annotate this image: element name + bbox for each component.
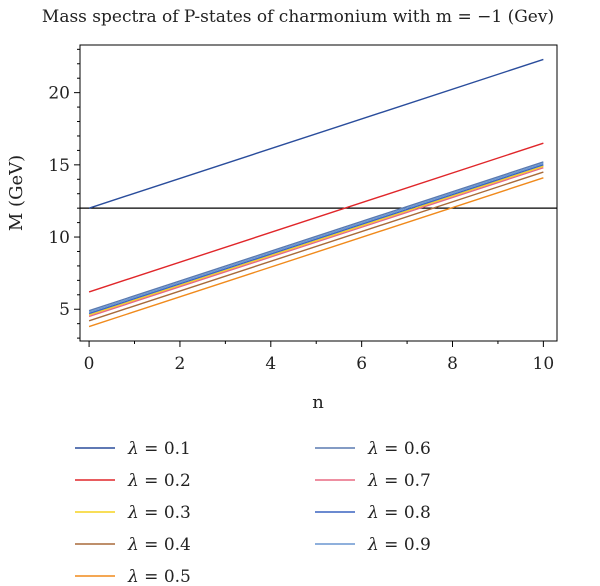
y-tick-label: 5 — [59, 300, 70, 320]
legend-label: λ = 0.9 — [367, 535, 431, 555]
series-line-9 — [88, 162, 544, 313]
chart-title: Mass spectra of P-states of charmonium w… — [42, 7, 554, 27]
series-line-5 — [88, 177, 544, 328]
legend-lambda-symbol: λ — [127, 503, 139, 523]
series-line-3 — [88, 165, 544, 316]
series-line-7 — [88, 167, 544, 318]
y-tick-label: 10 — [48, 228, 70, 248]
x-tick-label: 10 — [533, 354, 555, 374]
legend-lambda-symbol: λ — [367, 503, 379, 523]
legend-label: λ = 0.1 — [127, 439, 191, 459]
legend-lambda-symbol: λ — [127, 567, 139, 586]
x-tick-label: 0 — [84, 354, 95, 374]
x-tick-label: 6 — [356, 354, 367, 374]
legend-label: λ = 0.6 — [367, 439, 431, 459]
plot-area-frame — [79, 44, 558, 342]
legend-lambda-symbol: λ — [367, 535, 379, 555]
series-line-4 — [88, 171, 544, 322]
legend-value: = 0.9 — [379, 535, 431, 555]
legend-value: = 0.7 — [379, 471, 431, 491]
legend-lambda-symbol: λ — [127, 535, 139, 555]
legend-value: = 0.1 — [139, 439, 191, 459]
x-tick-label: 8 — [447, 354, 458, 374]
y-tick-label: 15 — [48, 156, 70, 176]
x-axis-label: n — [312, 392, 324, 413]
legend-value: = 0.2 — [139, 471, 191, 491]
series-line-2 — [88, 142, 544, 293]
legend-value: = 0.4 — [139, 535, 191, 555]
legend-value: = 0.6 — [379, 439, 431, 459]
legend-lambda-symbol: λ — [367, 439, 379, 459]
x-tick-label: 4 — [265, 354, 276, 374]
series-line-8 — [88, 164, 544, 315]
legend: λ = 0.1λ = 0.2λ = 0.3λ = 0.4λ = 0.5λ = 0… — [75, 439, 431, 586]
legend-value: = 0.8 — [379, 503, 431, 523]
legend-label: λ = 0.4 — [127, 535, 191, 555]
legend-lambda-symbol: λ — [367, 471, 379, 491]
legend-label: λ = 0.5 — [127, 567, 191, 586]
legend-label: λ = 0.3 — [127, 503, 191, 523]
y-tick-label: 20 — [48, 84, 70, 104]
x-tick-label: 2 — [175, 354, 186, 374]
legend-lambda-symbol: λ — [127, 471, 139, 491]
legend-value: = 0.5 — [139, 567, 191, 586]
legend-value: = 0.3 — [139, 503, 191, 523]
legend-label: λ = 0.7 — [367, 471, 431, 491]
series-line-1 — [88, 58, 544, 209]
y-axis-label: M (GeV) — [6, 155, 27, 231]
legend-label: λ = 0.8 — [367, 503, 431, 523]
legend-label: λ = 0.2 — [127, 471, 191, 491]
legend-lambda-symbol: λ — [127, 439, 139, 459]
series-line-6 — [88, 161, 544, 312]
